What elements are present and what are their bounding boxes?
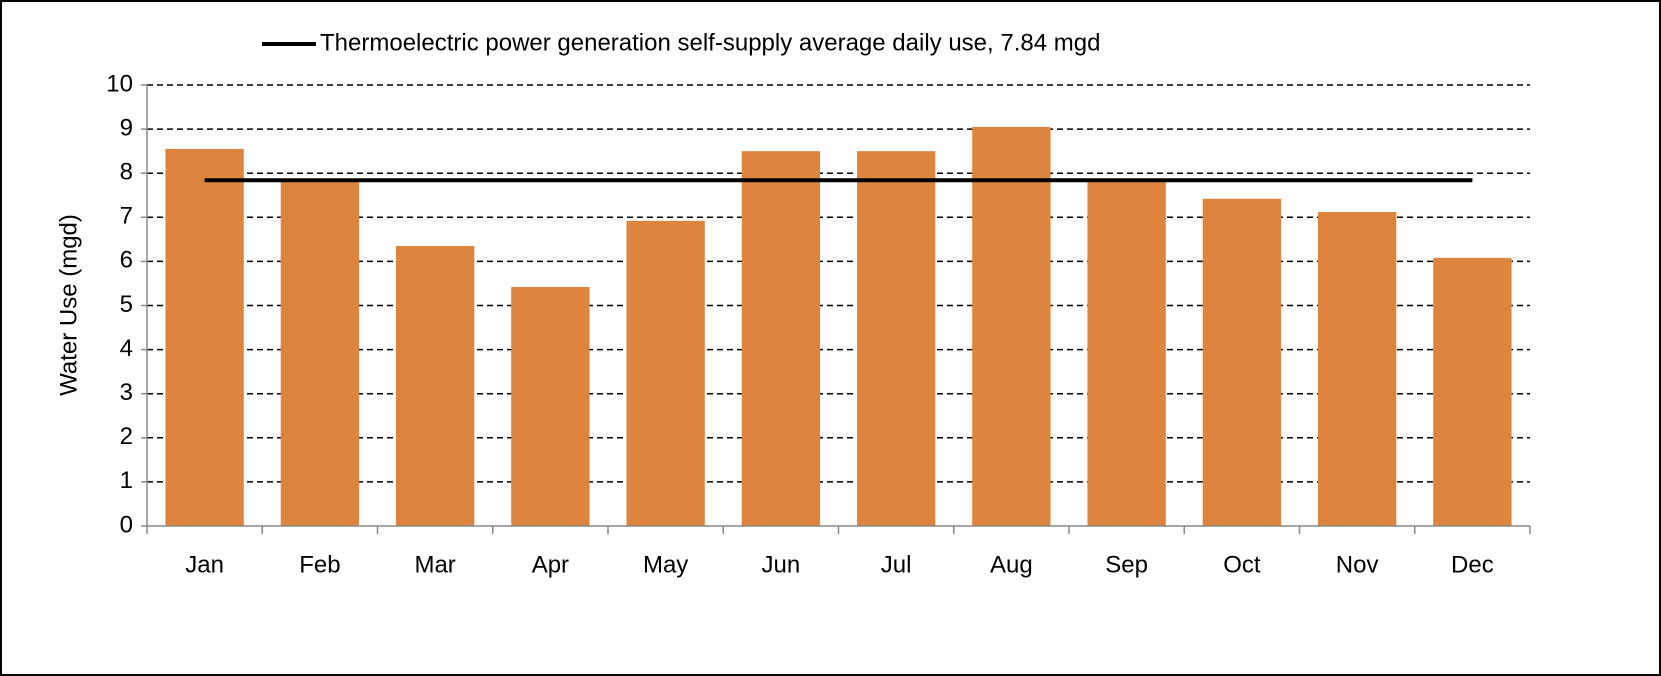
y-tick-label: 2 <box>120 423 133 450</box>
bar <box>1087 179 1166 526</box>
y-tick-label: 7 <box>120 203 133 230</box>
y-tick-label: 6 <box>120 247 133 274</box>
legend-label: Thermoelectric power generation self-sup… <box>320 29 1100 56</box>
bar <box>741 151 821 526</box>
y-tick-label: 0 <box>120 511 133 538</box>
bar <box>280 179 360 526</box>
y-tick-label: 1 <box>120 467 133 494</box>
x-tick-label: Nov <box>1336 551 1379 578</box>
y-tick-label: 5 <box>120 291 133 318</box>
x-tick-label: Aug <box>990 551 1033 578</box>
y-tick-label: 8 <box>120 159 133 186</box>
bar <box>1317 212 1397 526</box>
x-tick-label: Dec <box>1451 551 1494 578</box>
bar <box>1202 198 1282 526</box>
bar <box>395 245 475 526</box>
y-tick-label: 3 <box>120 379 133 406</box>
bar <box>856 151 936 526</box>
y-axis-title: Water Use (mgd) <box>55 214 82 396</box>
y-tick-label: 10 <box>106 70 133 97</box>
x-tick-label: Sep <box>1105 551 1148 578</box>
y-tick-label: 4 <box>120 335 133 362</box>
x-tick-label: Jan <box>185 551 224 578</box>
x-tick-label: Jul <box>881 551 912 578</box>
x-tick-label: Oct <box>1223 551 1261 578</box>
x-tick-label: Jun <box>762 551 801 578</box>
bar <box>1433 257 1512 526</box>
x-tick-label: May <box>643 551 688 578</box>
bar <box>165 148 244 526</box>
bar <box>972 126 1051 527</box>
bar <box>511 286 590 526</box>
y-tick-label: 9 <box>120 114 133 141</box>
x-tick-label: Mar <box>414 551 455 578</box>
x-tick-label: Feb <box>299 551 340 578</box>
bar <box>626 220 705 526</box>
x-tick-label: Apr <box>532 551 569 578</box>
